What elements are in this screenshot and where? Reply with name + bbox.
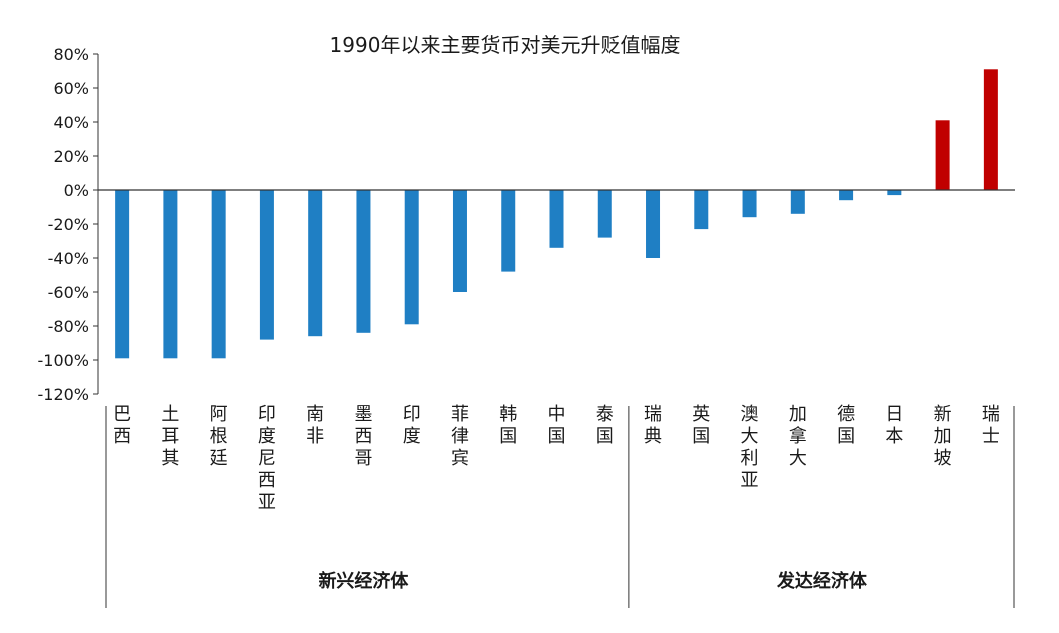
x-tick-label: 新加坡	[934, 404, 952, 469]
x-tick-label: 土耳其	[161, 404, 179, 469]
group-label: 发达经济体	[776, 570, 868, 592]
bar	[115, 190, 130, 359]
bar	[259, 190, 274, 340]
y-tick-label: -60%	[48, 283, 89, 302]
x-tick-label: 瑞典	[644, 404, 662, 447]
y-tick-label: -120%	[37, 385, 89, 404]
bar	[694, 190, 709, 230]
x-tick-label: 英国	[692, 404, 710, 447]
y-tick-label: 20%	[53, 147, 89, 166]
x-tick-label: 印度尼西亚	[258, 404, 276, 513]
y-tick-label: 80%	[53, 45, 89, 64]
group-label: 新兴经济体	[318, 570, 409, 592]
bar	[308, 190, 323, 337]
bar	[597, 190, 612, 238]
x-tick-label: 日本	[885, 404, 903, 447]
x-tick-label: 澳大利亚	[741, 404, 759, 491]
bar	[790, 190, 805, 214]
x-tick-label: 巴西	[113, 404, 131, 447]
bar	[742, 190, 757, 218]
x-tick-label: 中国	[548, 404, 566, 447]
bar	[163, 190, 178, 359]
group-area: 新兴经济体 发达经济体	[105, 406, 1015, 608]
y-tick-label: -100%	[37, 351, 89, 370]
x-tick-label: 印度	[403, 404, 421, 447]
x-tick-label: 南非	[306, 404, 324, 447]
bar	[452, 190, 467, 292]
y-axis: 80% 60% 40% 20% 0% -20% -40% -60% -80% -100% -120%	[37, 45, 99, 404]
y-tick-label: 60%	[53, 79, 89, 98]
bar	[404, 190, 419, 325]
x-tick-label: 阿根廷	[210, 404, 228, 469]
x-tick-label: 加拿大	[789, 404, 807, 469]
bar	[839, 190, 854, 201]
y-tick-label: -40%	[48, 249, 89, 268]
x-tick-label: 瑞士	[982, 404, 1000, 447]
x-tick-label: 德国	[837, 404, 855, 447]
x-tick-label: 菲律宾	[451, 404, 469, 469]
bar	[887, 190, 902, 196]
y-tick-label: 0%	[64, 181, 89, 200]
bar	[646, 190, 661, 258]
y-tick-label: -20%	[48, 215, 89, 234]
y-tick-label: -80%	[48, 317, 89, 336]
y-tick-label: 40%	[53, 113, 89, 132]
x-tick-label: 泰国	[596, 404, 614, 447]
bar	[501, 190, 516, 272]
bar	[935, 120, 950, 190]
bar	[983, 69, 998, 190]
bar	[549, 190, 564, 248]
bar	[356, 190, 371, 333]
bar	[211, 190, 226, 359]
bars	[115, 69, 998, 359]
x-tick-label: 韩国	[499, 404, 517, 447]
chart-title: 1990年以来主要货币对美元升贬值幅度	[330, 33, 681, 57]
x-tick-label: 墨西哥	[354, 404, 372, 469]
